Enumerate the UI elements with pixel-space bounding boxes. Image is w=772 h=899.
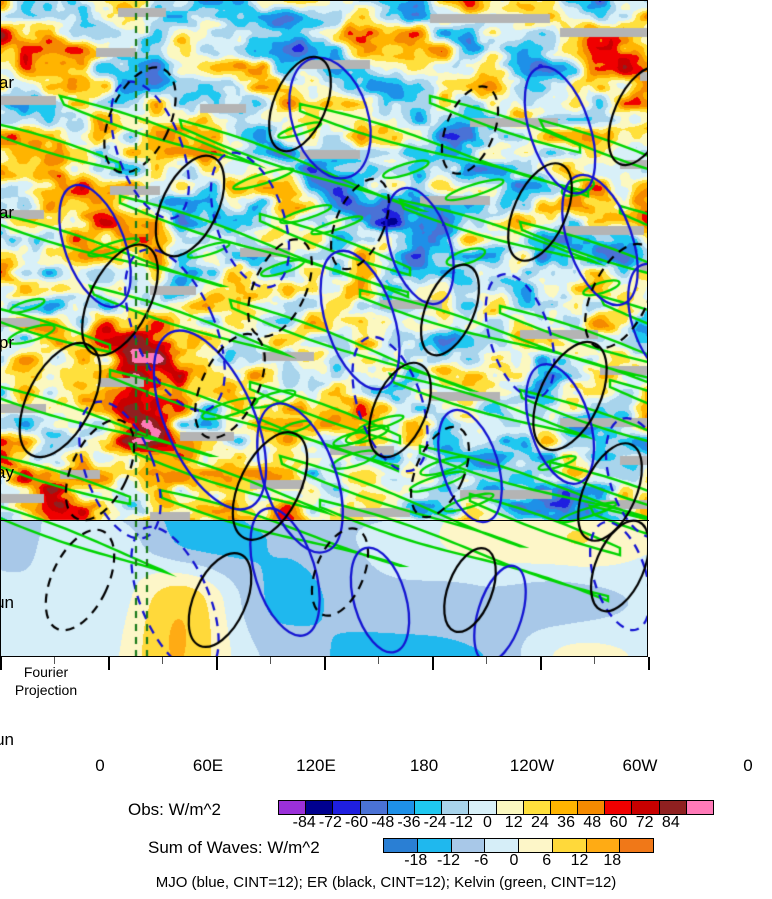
colorbar-tick-label: 60 (609, 814, 628, 831)
colorbar-tick-label: -12 (449, 814, 473, 831)
colorbar-tick-label: 84 (661, 814, 680, 831)
y-axis-label: 12-May (0, 463, 14, 482)
colorbar-swatch (523, 801, 551, 814)
colorbar-tick-label: 12 (570, 852, 589, 869)
colorbar-swatches (383, 838, 654, 853)
colorbar-tick-label: -72 (318, 814, 342, 831)
colorbar-swatch (485, 839, 519, 852)
x-axis-label: 120E (296, 756, 336, 775)
colorbar-swatch (414, 801, 443, 814)
colorbar-swatch (417, 839, 452, 852)
colorbar-tick-label: 18 (603, 852, 622, 869)
x-axis-minor-tick (54, 657, 55, 664)
colorbar-tick-label: 36 (557, 814, 575, 831)
colorbar-swatch (496, 801, 524, 814)
x-axis-minor-tick (270, 657, 271, 664)
colorbar-swatch (659, 801, 687, 814)
colorbar-tick-label: 72 (635, 814, 654, 831)
fourier-projection-label: Fourier Projection (0, 663, 92, 699)
colorbar-tick-label: 6 (542, 852, 552, 869)
x-axis-label: 180 (409, 756, 439, 775)
colorbar-swatch (333, 801, 361, 814)
colorbar-obs: Obs: W/m^2 (128, 800, 221, 820)
overlay-caption: MJO (blue, CINT=12); ER (black, CINT=12)… (155, 874, 617, 891)
colorbar-label: Sum of Waves: W/m^2 (148, 838, 320, 857)
colorbar-swatches (278, 800, 714, 815)
colorbar-tick-label: -6 (474, 852, 489, 869)
x-axis-minor-tick (378, 657, 379, 664)
x-axis-label: 0 (95, 756, 105, 775)
x-axis-label: 120W (509, 756, 555, 775)
colorbar-tick-label: -24 (423, 814, 447, 831)
y-axis-label: 21-Apr (0, 333, 14, 352)
colorbar-swatch (552, 839, 587, 852)
x-axis-major-tick (648, 657, 650, 670)
colorbar-tick-label: 24 (530, 814, 549, 831)
colorbar-tick-label: 12 (504, 814, 523, 831)
x-axis-minor-tick (594, 657, 595, 664)
colorbar-tick-label: 0 (509, 852, 519, 869)
x-axis-label: 60E (192, 756, 224, 775)
colorbar-swatch (578, 801, 606, 814)
colorbar-swatch (387, 801, 415, 814)
colorbar-tick-label: -60 (345, 814, 369, 831)
colorbar-tick-label: -36 (397, 814, 421, 831)
fourier-label-line2: Projection (14, 682, 78, 698)
x-axis-label: 0 (743, 756, 753, 775)
x-axis-major-tick (432, 657, 434, 670)
colorbar-label: Obs: W/m^2 (128, 800, 221, 819)
colorbar-swatch (360, 801, 388, 814)
x-axis-major-tick (324, 657, 326, 670)
colorbar-sum-of-waves: Sum of Waves: W/m^2 (148, 838, 320, 858)
x-axis-minor-tick (486, 657, 487, 664)
colorbar-swatch (686, 801, 713, 814)
colorbar-swatch (451, 839, 486, 852)
colorbar-swatch (586, 839, 621, 852)
colorbar-tick-label: 48 (583, 814, 602, 831)
colorbar-tick-label: -84 (292, 814, 316, 831)
colorbar-tick-label: -12 (436, 852, 461, 869)
colorbar-swatch (519, 839, 553, 852)
colorbar-swatch (469, 801, 497, 814)
y-axis-label: 10-Mar (0, 73, 14, 92)
colorbar-swatch (384, 839, 418, 852)
x-axis-minor-tick (162, 657, 163, 664)
colorbar-ticks: -84 -72 -60 -48 -36 -24 -12 0 12 24 36 48 60 72 84 (278, 814, 697, 832)
y-axis-label: 31-Mar (0, 203, 14, 222)
olr-anomaly-field (0, 0, 648, 657)
colorbar-tick-label: -48 (371, 814, 395, 831)
y-axis-label: 2-Jun (0, 593, 14, 612)
y-axis-label: 23-Jun (0, 730, 14, 749)
colorbar-tick-label: -18 (404, 852, 428, 869)
colorbar-swatch (442, 801, 470, 814)
colorbar-swatch (632, 801, 660, 814)
hovmoller-plot[interactable]: Fourier Projection (0, 0, 650, 698)
x-axis-major-tick (216, 657, 218, 670)
colorbar-swatch (605, 801, 633, 814)
colorbar-swatch (279, 801, 307, 814)
colorbar-swatch (306, 801, 334, 814)
x-axis-label: 60W (622, 756, 658, 775)
x-axis-major-tick (540, 657, 542, 670)
colorbar-swatch (550, 801, 579, 814)
colorbar-tick-label: 0 (483, 814, 492, 831)
x-axis-major-tick (0, 657, 2, 670)
colorbar-swatch (620, 839, 653, 852)
fourier-label-line1: Fourier (23, 664, 69, 680)
x-axis-major-tick (108, 657, 110, 670)
colorbar-ticks: -18 -12 -6 0 6 12 18 (383, 852, 645, 870)
